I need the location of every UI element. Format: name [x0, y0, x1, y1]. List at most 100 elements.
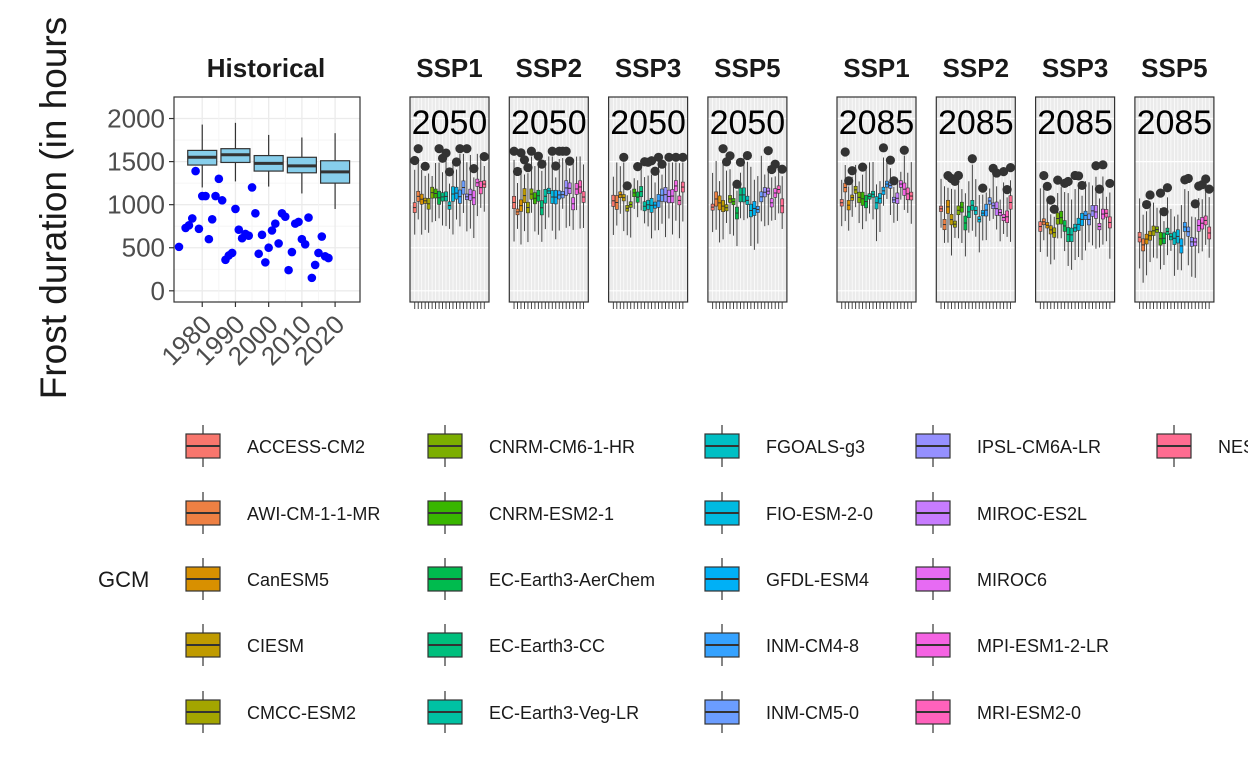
- gcm-box: [966, 181, 971, 233]
- scenario-panel: SSP3 2050: [607, 53, 689, 309]
- gcm-box: [426, 173, 431, 233]
- box-outlier: [444, 167, 455, 177]
- box-outlier: [509, 146, 519, 156]
- box-outlier: [1190, 199, 1200, 209]
- historical-panel: Historical 0 500 1000 1500 2000 198019902000…: [107, 53, 361, 371]
- gcm-box: [578, 156, 582, 229]
- box-outlier: [770, 159, 780, 169]
- gcm-box: [410, 155, 420, 235]
- box-outlier: [547, 146, 557, 156]
- scenario-panel-border: [1034, 96, 1116, 303]
- gcm-box: [759, 155, 764, 222]
- gcm-box: [1145, 190, 1155, 263]
- box-outlier: [718, 144, 728, 154]
- box-outlier: [1005, 163, 1016, 173]
- box-outlier: [646, 156, 657, 166]
- box-outlier: [671, 152, 681, 162]
- gcm-box: [619, 152, 629, 232]
- legend-item: EC-Earth3-CC: [427, 624, 605, 666]
- gcm-box: [1053, 175, 1063, 239]
- gcm-box: [444, 167, 455, 229]
- box-outlier: [512, 166, 523, 177]
- legend-item: CNRM-ESM2-1: [427, 492, 614, 534]
- gcm-box: [1077, 180, 1087, 261]
- box-outlier: [953, 170, 964, 181]
- box-outlier: [1073, 171, 1084, 181]
- box-outlier: [777, 164, 787, 174]
- box-outlier: [1105, 178, 1115, 189]
- gcm-box: [1059, 187, 1064, 239]
- gcm-box: [434, 144, 444, 219]
- historical-points: [174, 166, 333, 283]
- gcm-box: [462, 144, 472, 232]
- historical-point: [194, 224, 204, 234]
- gcm-box: [455, 144, 465, 227]
- gcm-box: [1005, 163, 1016, 242]
- gcm-box: [657, 159, 667, 224]
- historical-point: [264, 243, 273, 253]
- box-outlier: [1094, 184, 1105, 194]
- historical-point: [300, 239, 310, 249]
- scenario-year-label: 2085: [938, 104, 1014, 142]
- historical-point: [267, 226, 277, 235]
- gcm-box: [1162, 183, 1173, 256]
- gcm-box: [953, 170, 964, 239]
- box-outlier: [763, 146, 773, 156]
- gcm-box: [732, 179, 742, 247]
- gcm-box: [1179, 205, 1184, 271]
- box-outlier: [479, 152, 489, 162]
- scenario-panel-border: [935, 96, 1016, 303]
- historical-point: [231, 204, 240, 214]
- gcm-box: [526, 146, 537, 213]
- gcm-box: [646, 156, 657, 239]
- gcm-box: [1141, 214, 1146, 283]
- gcm-box: [1159, 207, 1169, 265]
- historical-point: [287, 247, 297, 257]
- gcm-box: [1204, 184, 1214, 258]
- gcm-box: [1183, 173, 1193, 266]
- scenario-year-label: 2050: [511, 104, 587, 142]
- historical-point: [310, 260, 320, 270]
- scenario-panel-title: SSP5: [1141, 53, 1208, 83]
- historical-point: [247, 183, 257, 192]
- gcm-box: [950, 176, 960, 238]
- box-outlier: [844, 176, 854, 186]
- box-outlier: [1098, 160, 1108, 170]
- legend-label: FIO-ESM-2-0: [766, 504, 873, 524]
- gcm-box: [516, 148, 526, 245]
- box-outlier: [1077, 180, 1087, 191]
- historical-point: [174, 242, 184, 252]
- box-outlier: [978, 183, 988, 193]
- scenario-year-label: 2085: [1037, 104, 1113, 142]
- gcm-box: [581, 164, 586, 228]
- gcm-box: [1049, 204, 1059, 260]
- historical-point: [204, 234, 214, 244]
- gcm-box: [451, 157, 462, 220]
- box-outlier: [526, 146, 537, 156]
- historical-point: [234, 225, 244, 234]
- gcm-box: [770, 159, 780, 221]
- gcm-box: [1069, 199, 1074, 270]
- legend-item: INM-CM5-0: [704, 691, 859, 733]
- box-outlier: [619, 152, 629, 162]
- gcm-box: [1063, 176, 1073, 266]
- box-outlier: [1002, 185, 1012, 195]
- legend-title: GCM: [98, 567, 149, 592]
- historical-point: [254, 249, 263, 259]
- box-outlier: [899, 145, 909, 155]
- box-outlier: [455, 144, 465, 154]
- box-outlier: [565, 156, 575, 166]
- historical-box: [286, 137, 317, 194]
- box-outlier: [1204, 184, 1214, 194]
- gcm-box: [939, 178, 943, 228]
- legend-label: FGOALS-g3: [766, 437, 865, 457]
- y-tick-label: 1000: [107, 190, 165, 220]
- gcm-box: [889, 176, 899, 223]
- legend: GCM ACCESS-CM2 AWI-CM-1-1-MR CanESM5 CIESM C…: [98, 425, 1248, 733]
- box-outlier: [533, 151, 543, 161]
- gcm-box: [871, 162, 875, 220]
- box-outlier: [441, 148, 451, 158]
- gcm-box: [1137, 198, 1142, 269]
- historical-point: [191, 166, 200, 176]
